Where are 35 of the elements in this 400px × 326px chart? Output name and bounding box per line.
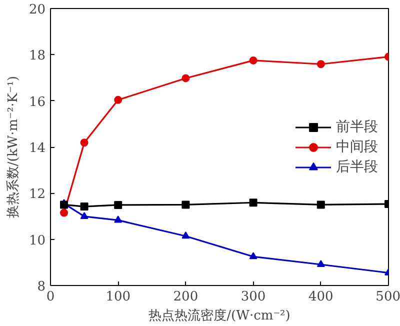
y-tick-label: 16 xyxy=(28,94,46,110)
point xyxy=(60,208,68,217)
x-tick-label: 0 xyxy=(46,290,55,304)
y-tick-label: 20 xyxy=(28,2,46,18)
point xyxy=(60,200,68,209)
point xyxy=(80,138,88,147)
point xyxy=(80,202,88,211)
point xyxy=(182,232,190,239)
point xyxy=(249,56,258,64)
point xyxy=(316,60,325,68)
y-tick-label: 14 xyxy=(28,141,46,156)
x-tick-label: 300 xyxy=(240,290,266,304)
point xyxy=(182,200,190,209)
legend-label: 中间段 xyxy=(336,138,378,156)
point xyxy=(80,212,88,219)
x-tick-label: 400 xyxy=(308,290,334,304)
point xyxy=(114,96,122,104)
point xyxy=(182,74,190,82)
point xyxy=(114,200,122,209)
point xyxy=(249,252,258,260)
point xyxy=(114,216,122,223)
y-tick-label: 18 xyxy=(28,48,46,64)
legend-label: 前半段 xyxy=(336,118,378,136)
y-axis-title: 换热系数/(kW·m⁻²·K⁻¹) xyxy=(6,76,21,218)
point xyxy=(316,200,325,209)
y-tick-label: 10 xyxy=(28,233,46,248)
x-tick-label: 100 xyxy=(106,290,131,304)
x-tick-label: 500 xyxy=(376,290,400,304)
legend-label: 后半段 xyxy=(336,158,378,176)
x-axis-title: 热点热流密度/(W·cm⁻²) xyxy=(148,308,290,324)
x-tick-label: 200 xyxy=(173,290,198,304)
y-tick-label: 12 xyxy=(28,187,46,202)
point xyxy=(316,260,325,268)
y-tick-label: 8 xyxy=(37,280,46,294)
point xyxy=(249,198,258,207)
